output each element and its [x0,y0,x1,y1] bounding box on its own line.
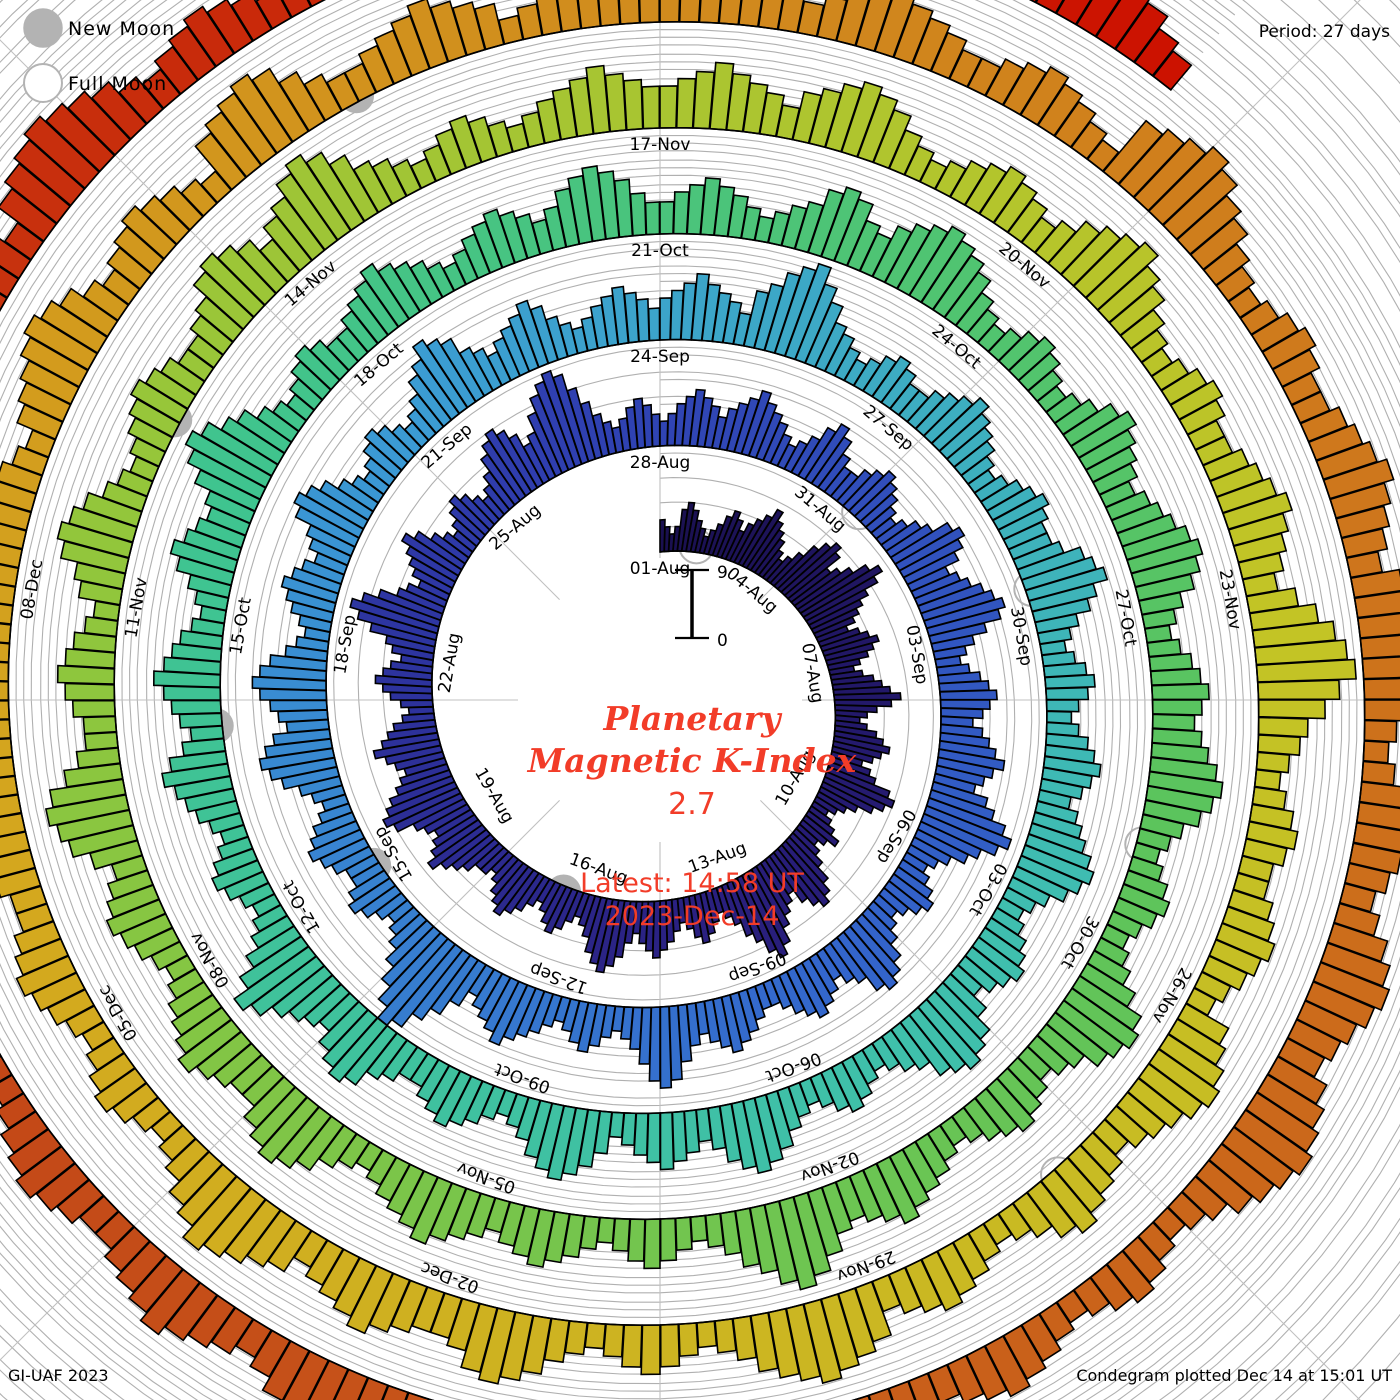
date-label-28-aug: 28-Aug [630,453,691,473]
date-label-15-oct: 15-Oct [226,596,256,657]
legend-label-full-moon: Full Moon [68,73,167,95]
spiral-baseline [0,0,1366,1400]
date-label-23-nov: 23-Nov [1215,568,1245,632]
date-label-03-sep: 03-Sep [902,624,932,686]
date-label-27-oct: 27-Oct [1111,588,1141,649]
scale-bottom-label: 0 [717,631,728,651]
full-moon-icon [23,63,63,103]
scale-top-label: 9 [717,563,728,583]
current-kp-value: 2.7 [668,787,716,822]
date-label-24-sep: 24-Sep [630,347,690,367]
latest-time: Latest: 14:58 UT [580,868,804,899]
period-label: Period: 27 days [1259,22,1390,42]
new-moon-icon [23,8,63,48]
footer-right: Condegram plotted Dec 14 at 15:01 UT [1076,1366,1392,1385]
date-label-08-dec: 08-Dec [17,558,47,621]
date-label-17-nov: 17-Nov [630,135,691,155]
latest-date: 2023-Dec-14 [605,901,780,932]
center-title-block: Planetary Magnetic K-Index 2.7 Latest: 1… [527,699,857,932]
date-label-01-aug: 01-Aug [630,559,691,579]
date-label-11-nov: 11-Nov [122,576,152,640]
date-label-30-sep: 30-Sep [1006,605,1036,667]
title-line2: Magnetic K-Index [527,741,857,780]
footer-left: GI-UAF 2023 [8,1366,109,1385]
legend-label-new-moon: New Moon [68,18,175,40]
date-label-18-sep: 18-Sep [330,613,360,675]
kp-scale-indicator: 9 0 [675,563,728,651]
title-line1: Planetary [603,699,784,738]
date-label-21-oct: 21-Oct [631,241,689,261]
date-label-22-aug: 22-Aug [435,631,465,694]
legend: New Moon Full Moon [23,8,175,103]
